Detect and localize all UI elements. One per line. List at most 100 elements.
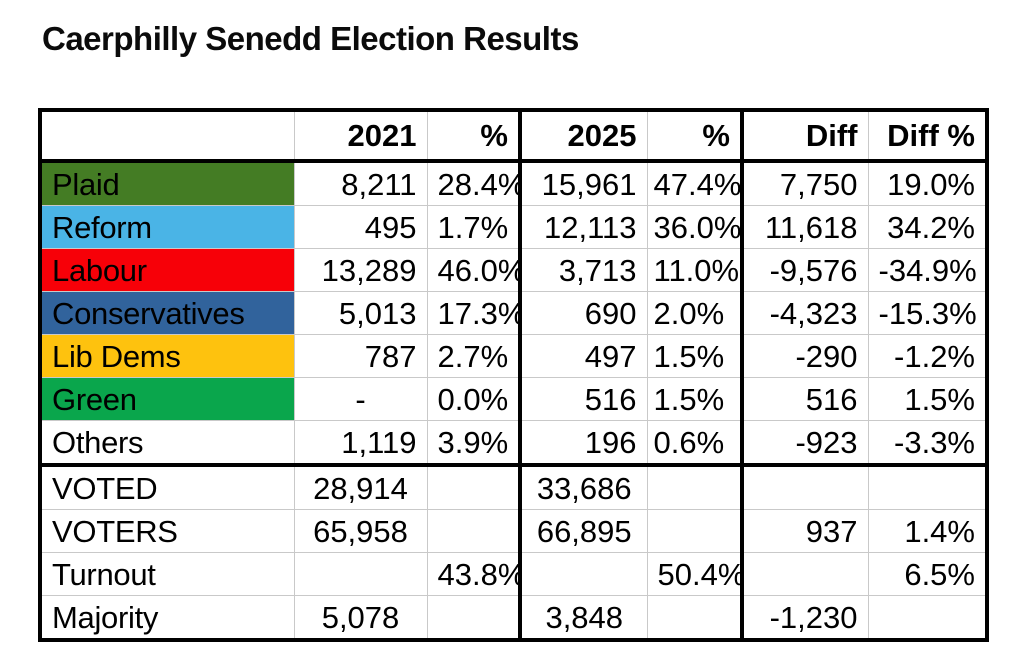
cell: 0.0% xyxy=(426,377,522,421)
party-label-cell: Reform xyxy=(39,205,295,249)
cell: -34.9% xyxy=(867,248,988,292)
party-label-cell: Plaid xyxy=(39,160,295,206)
cell: 28,914 xyxy=(293,464,428,510)
summary-label-cell: VOTED xyxy=(39,464,295,510)
cell: 3.9% xyxy=(426,420,522,467)
cell: 12,113 xyxy=(519,205,648,249)
party-label-cell: Others xyxy=(39,420,295,467)
cell: 497 xyxy=(519,334,648,378)
cell: 11.0% xyxy=(646,248,744,292)
summary-label-cell: VOTERS xyxy=(39,509,295,553)
cell: 13,289 xyxy=(293,248,428,292)
cell: 66,895 xyxy=(519,509,648,553)
cell: 1.5% xyxy=(646,377,744,421)
cell: 15,961 xyxy=(519,160,648,206)
cell xyxy=(741,552,869,596)
cell: 8,211 xyxy=(293,160,428,206)
cell: 1.5% xyxy=(646,334,744,378)
cell: 33,686 xyxy=(519,464,648,510)
summary-label-cell: Turnout xyxy=(39,552,295,596)
cell: -290 xyxy=(741,334,869,378)
cell xyxy=(293,552,428,596)
table-body: Plaid 8,211 28.4% 15,961 47.4% 7,750 19.0% Refo… xyxy=(39,160,988,641)
cell: 65,958 xyxy=(293,509,428,553)
cell xyxy=(519,552,648,596)
cell: 36.0% xyxy=(646,205,744,249)
cell: 11,618 xyxy=(741,205,869,249)
row-lib-dems: Lib Dems 787 2.7% 497 1.5% -290 -1.2% xyxy=(39,334,988,378)
row-majority: Majority 5,078 3,848 -1,230 xyxy=(39,595,988,641)
cell: 43.8% xyxy=(426,552,522,596)
header-diff-pct: Diff % xyxy=(867,109,988,163)
cell: 1.5% xyxy=(867,377,988,421)
cell xyxy=(646,464,744,510)
cell xyxy=(867,464,988,510)
cell: -1.2% xyxy=(867,334,988,378)
cell: 1.4% xyxy=(867,509,988,553)
cell: 196 xyxy=(519,420,648,467)
cell xyxy=(426,464,522,510)
cell: 50.4% xyxy=(646,552,744,596)
cell: 516 xyxy=(741,377,869,421)
cell xyxy=(426,509,522,553)
cell: 787 xyxy=(293,334,428,378)
cell: 1,119 xyxy=(293,420,428,467)
cell: 516 xyxy=(519,377,648,421)
cell: -15.3% xyxy=(867,291,988,335)
cell: -4,323 xyxy=(741,291,869,335)
party-label-cell: Green xyxy=(39,377,295,421)
header-pct-2021: % xyxy=(426,109,522,163)
party-label-cell: Conservatives xyxy=(39,291,295,335)
cell: 17.3% xyxy=(426,291,522,335)
cell xyxy=(646,595,744,641)
cell: 5,078 xyxy=(293,595,428,641)
page-title: Caerphilly Senedd Election Results xyxy=(42,20,579,57)
cell: 19.0% xyxy=(867,160,988,206)
cell: 1.7% xyxy=(426,205,522,249)
cell: 5,013 xyxy=(293,291,428,335)
cell: - xyxy=(293,377,428,421)
header-blank xyxy=(39,109,295,163)
row-labour: Labour 13,289 46.0% 3,713 11.0% -9,576 -34.9% xyxy=(39,248,988,292)
row-voters: VOTERS 65,958 66,895 937 1.4% xyxy=(39,509,988,553)
party-label-cell: Lib Dems xyxy=(39,334,295,378)
cell: 46.0% xyxy=(426,248,522,292)
cell: 3,713 xyxy=(519,248,648,292)
summary-label-cell: Majority xyxy=(39,595,295,641)
header-diff: Diff xyxy=(741,109,869,163)
cell xyxy=(867,595,988,641)
cell: 7,750 xyxy=(741,160,869,206)
cell: 47.4% xyxy=(646,160,744,206)
cell: 28.4% xyxy=(426,160,522,206)
header-2025: 2025 xyxy=(519,109,648,163)
cell: 2.0% xyxy=(646,291,744,335)
results-table: 2021% 2025% Diff Diff % Plaid 8,211 28.4% 15,9… xyxy=(38,108,989,642)
cell: 6.5% xyxy=(867,552,988,596)
row-others: Others 1,119 3.9% 196 0.6% -923 -3.3% xyxy=(39,420,988,467)
row-reform: Reform 495 1.7% 12,113 36.0% 11,618 34.2% xyxy=(39,205,988,249)
row-plaid: Plaid 8,211 28.4% 15,961 47.4% 7,750 19.0% xyxy=(39,160,988,206)
header-2021: 2021 xyxy=(293,109,428,163)
cell xyxy=(741,464,869,510)
header-pct-2025: % xyxy=(646,109,744,163)
cell xyxy=(426,595,522,641)
cell: 937 xyxy=(741,509,869,553)
party-label-cell: Labour xyxy=(39,248,295,292)
cell xyxy=(646,509,744,553)
cell: 690 xyxy=(519,291,648,335)
row-green: Green -0.0% 516 1.5% 516 1.5% xyxy=(39,377,988,421)
cell: -923 xyxy=(741,420,869,467)
cell: 3,848 xyxy=(519,595,648,641)
row-conservatives: Conservatives 5,013 17.3% 690 2.0% -4,323 -15.… xyxy=(39,291,988,335)
header-row: 2021% 2025% Diff Diff % xyxy=(39,109,988,163)
row-turnout: Turnout 43.8% 50.4% 6.5% xyxy=(39,552,988,596)
cell: -9,576 xyxy=(741,248,869,292)
row-voted: VOTED 28,914 33,686 xyxy=(39,464,988,510)
cell: -1,230 xyxy=(741,595,869,641)
cell: 495 xyxy=(293,205,428,249)
table-header: 2021% 2025% Diff Diff % xyxy=(39,109,988,163)
cell: 34.2% xyxy=(867,205,988,249)
cell: 0.6% xyxy=(646,420,744,467)
cell: -3.3% xyxy=(867,420,988,467)
